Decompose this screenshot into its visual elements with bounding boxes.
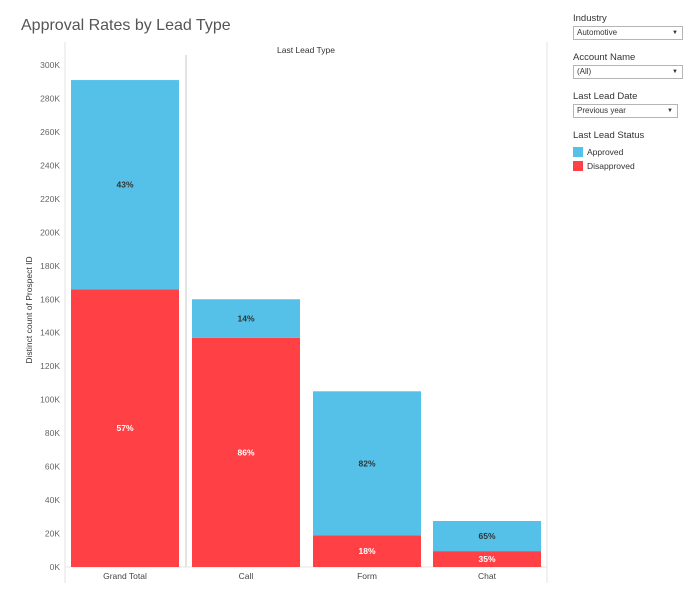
- y-tick-label: 260K: [40, 127, 60, 137]
- y-tick-label: 180K: [40, 261, 60, 271]
- bar-disapproved-grand-total: [71, 289, 179, 567]
- y-tick-label: 0K: [50, 562, 61, 572]
- chevron-down-icon: ▼: [672, 69, 678, 75]
- bar-approved-form: [313, 391, 421, 536]
- y-tick-label: 160K: [40, 294, 60, 304]
- y-axis-label: Distinct count of Prospect ID: [24, 256, 34, 363]
- account-dropdown-value: (All): [577, 67, 592, 76]
- bar-approved-grand-total: [71, 80, 179, 290]
- account-dropdown[interactable]: (All) ▼: [573, 65, 683, 79]
- y-tick-label: 20K: [45, 529, 60, 539]
- data-label: 35%: [478, 554, 495, 564]
- data-label: 18%: [358, 546, 375, 556]
- lead-date-filter-label: Last Lead Date: [573, 91, 638, 102]
- bar-disapproved-form: [313, 535, 421, 567]
- y-tick-label: 120K: [40, 361, 60, 371]
- industry-dropdown-value: Automotive: [577, 28, 618, 37]
- y-tick-label: 80K: [45, 428, 60, 438]
- chart-title: Approval Rates by Lead Type: [21, 17, 231, 34]
- legend-swatch-disapproved: [573, 161, 583, 171]
- y-tick-label: 40K: [45, 495, 60, 505]
- legend-swatch-approved: [573, 147, 583, 157]
- y-tick-label: 240K: [40, 160, 60, 170]
- lead-date-dropdown-value: Previous year: [577, 106, 626, 115]
- y-tick-label: 60K: [45, 462, 60, 472]
- column-header: Last Lead Type: [277, 45, 335, 55]
- industry-filter-label: Industry: [573, 13, 607, 24]
- data-label: 57%: [116, 423, 133, 433]
- legend-title: Last Lead Status: [573, 130, 645, 141]
- x-tick-label: Form: [357, 571, 377, 581]
- bar-approved-chat: [433, 520, 541, 552]
- data-label: 14%: [237, 314, 254, 324]
- chevron-down-icon: ▼: [667, 108, 673, 114]
- lead-date-dropdown[interactable]: Previous year ▼: [573, 104, 678, 118]
- bar-disapproved-chat: [433, 551, 541, 567]
- legend-item-approved[interactable]: Approved: [573, 145, 683, 159]
- y-tick-label: 200K: [40, 227, 60, 237]
- y-tick-label: 280K: [40, 93, 60, 103]
- stacked-bar-chart: Last Lead Type 0K 20K 40K 60K 80K 100K 120K 140K…: [24, 42, 548, 583]
- bar-approved-call: [192, 299, 300, 338]
- y-tick-label: 300K: [40, 60, 60, 70]
- data-label: 65%: [478, 531, 495, 541]
- legend-item-disapproved[interactable]: Disapproved: [573, 159, 683, 173]
- x-tick-label: Grand Total: [103, 571, 147, 581]
- filters-panel: Industry Automotive ▼ Account Name (All)…: [573, 13, 683, 173]
- account-filter-label: Account Name: [573, 52, 636, 63]
- data-label: 86%: [237, 447, 254, 457]
- legend-label-approved: Approved: [587, 147, 624, 157]
- y-tick-label: 140K: [40, 328, 60, 338]
- data-label: 43%: [116, 180, 133, 190]
- data-label: 82%: [358, 458, 375, 468]
- chevron-down-icon: ▼: [672, 30, 678, 36]
- y-tick-label: 100K: [40, 395, 60, 405]
- y-tick-label: 220K: [40, 194, 60, 204]
- industry-dropdown[interactable]: Automotive ▼: [573, 26, 683, 40]
- legend-label-disapproved: Disapproved: [587, 161, 635, 171]
- x-tick-label: Call: [239, 571, 254, 581]
- x-tick-label: Chat: [478, 571, 497, 581]
- bar-disapproved-call: [192, 337, 300, 567]
